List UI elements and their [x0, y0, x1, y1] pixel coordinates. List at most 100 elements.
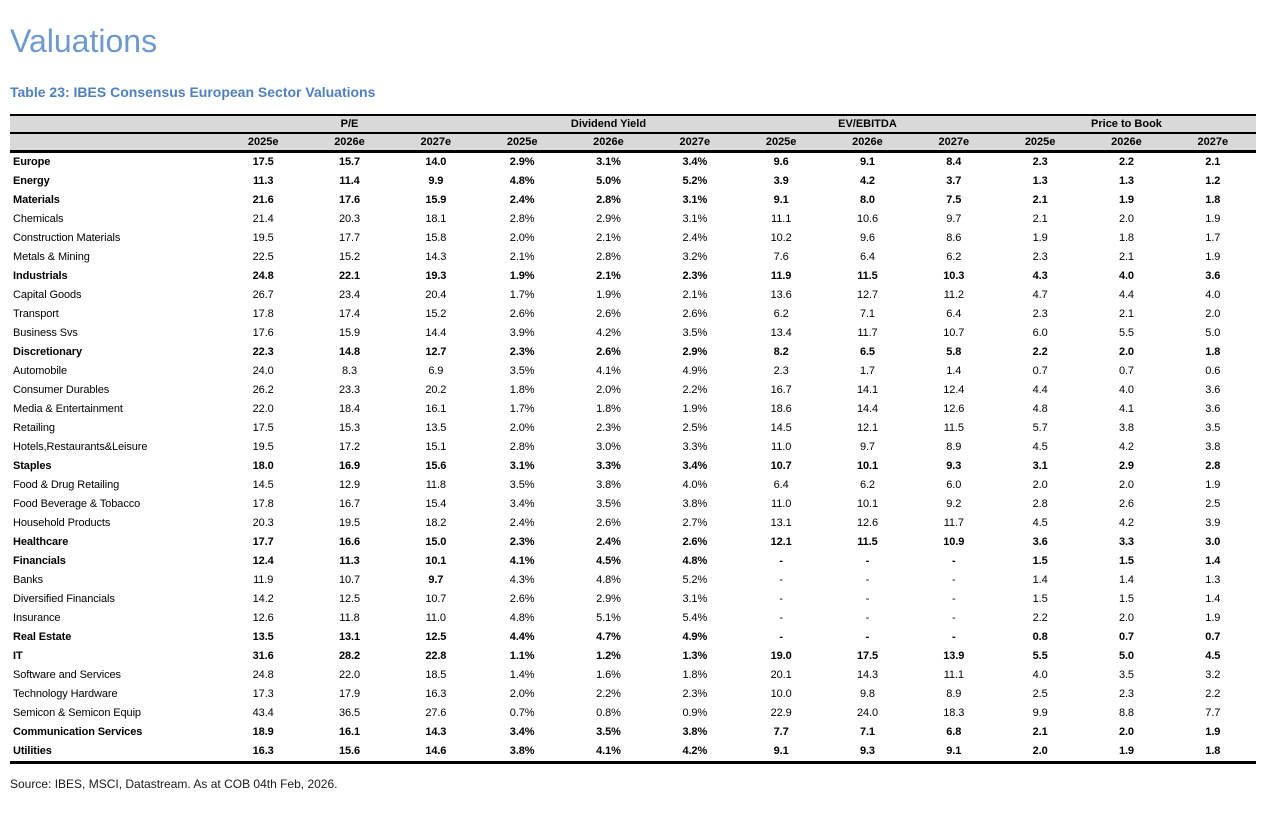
value-cell: 3.8	[1118, 422, 1134, 434]
value-cell: 1.9	[1205, 726, 1221, 738]
sector-label: IT	[13, 650, 23, 662]
value-cell: 1.7	[1205, 232, 1221, 244]
value-cell: 5.2%	[682, 175, 708, 187]
value-cell: 2.2	[1032, 612, 1048, 624]
year-header: 2025e	[478, 133, 566, 153]
value-cell: 2.9	[1118, 460, 1134, 472]
value-cell: 4.8%	[682, 555, 708, 567]
value-cell: 28.2	[338, 650, 360, 662]
value-cell: 4.7	[1032, 289, 1048, 301]
value-cell: 1.8	[1205, 346, 1221, 358]
value-cell: 18.5	[425, 669, 447, 681]
value-cell: 2.1	[1118, 308, 1134, 320]
value-cell: 2.9%	[509, 156, 535, 168]
value-cell: 11.2	[943, 289, 964, 301]
value-cell: 2.0	[1118, 213, 1134, 225]
value-cell: 14.5	[252, 479, 274, 491]
table-row: Capital Goods 26.7 23.4 20.4 1.7% 1.9% 2.1% 13.…	[10, 286, 1256, 305]
group-header-price-to-book: Price to Book	[996, 115, 1256, 134]
value-cell: 7.5	[946, 194, 962, 206]
value-cell: 10.7	[770, 460, 792, 472]
value-cell: 24.8	[252, 669, 274, 681]
table-row: Retailing 17.5 15.3 13.5 2.0% 2.3% 2.5% 14.5 12.…	[10, 419, 1256, 438]
value-cell: 15.1	[425, 441, 447, 453]
value-cell: 3.9	[1205, 517, 1221, 529]
value-cell: 9.7	[859, 441, 875, 453]
value-cell: 3.5%	[509, 365, 535, 377]
value-cell: 17.6	[338, 194, 360, 206]
value-cell: 4.5	[1032, 441, 1048, 453]
table-row: Banks 11.9 10.7 9.7 4.3% 4.8% 5.2% - - - 1.4 1.4 1.3	[10, 571, 1256, 590]
table-row: Household Products 20.3 19.5 18.2 2.4% 2.6% 2.…	[10, 514, 1256, 533]
value-cell: 4.9%	[682, 365, 708, 377]
value-cell: 14.1	[856, 384, 878, 396]
value-cell: 18.6	[770, 403, 792, 415]
sector-label: Industrials	[13, 270, 68, 282]
value-cell: 15.6	[338, 745, 360, 757]
value-cell: 15.2	[338, 251, 360, 263]
table-row: Media & Entertainment 22.0 18.4 16.1 1.7% 1.8…	[10, 400, 1256, 419]
value-cell: 2.8	[1205, 460, 1221, 472]
table-row: Automobile 24.0 8.3 6.9 3.5% 4.1% 4.9% 2.3 1.7 1.…	[10, 362, 1256, 381]
value-cell: 3.8%	[596, 479, 621, 491]
value-cell: 24.8	[252, 270, 274, 282]
value-cell: 4.2	[1118, 517, 1134, 529]
value-cell: 19.5	[338, 517, 360, 529]
value-cell: 10.6	[856, 213, 878, 225]
value-cell: 4.1%	[509, 555, 535, 567]
table-row: Food & Drug Retailing 14.5 12.9 11.8 3.5% 3.8…	[10, 476, 1256, 495]
table-row: Metals & Mining 22.5 15.2 14.3 2.1% 2.8% 3.2% 7…	[10, 248, 1256, 267]
value-cell: 6.2	[773, 308, 789, 320]
value-cell: 2.2%	[682, 384, 708, 396]
value-cell: 2.9%	[596, 593, 621, 605]
sector-label: Europe	[13, 156, 51, 168]
value-cell: -	[779, 631, 783, 643]
value-cell: 3.5%	[596, 498, 621, 510]
value-cell: 11.7	[943, 517, 964, 529]
table-row: Staples 18.0 16.9 15.6 3.1% 3.3% 3.4% 10.7 10.1 9…	[10, 457, 1256, 476]
value-cell: 2.4%	[596, 536, 621, 548]
value-cell: -	[779, 555, 783, 567]
value-cell: 18.4	[338, 403, 360, 415]
value-cell: 3.9	[773, 175, 789, 187]
value-cell: 0.7	[1118, 365, 1134, 377]
value-cell: 17.8	[252, 498, 274, 510]
value-cell: 4.8%	[596, 574, 621, 586]
value-cell: 4.4	[1032, 384, 1048, 396]
value-cell: 3.6	[1032, 536, 1048, 548]
table-row: Food Beverage & Tobacco 17.8 16.7 15.4 3.4% 3…	[10, 495, 1256, 514]
value-cell: 12.1	[856, 422, 878, 434]
table-body: Europe 17.5 15.7 14.0 2.9% 3.1% 3.4% 9.6 9.1 8.4 2…	[10, 152, 1256, 763]
value-cell: 2.8%	[509, 441, 535, 453]
value-cell: 2.1%	[682, 289, 708, 301]
value-cell: -	[865, 631, 870, 643]
value-cell: 0.7	[1205, 631, 1221, 643]
table-row: Software and Services 24.8 22.0 18.5 1.4% 1.6…	[10, 666, 1256, 685]
value-cell: 3.6	[1205, 403, 1221, 415]
value-cell: 1.8	[1205, 194, 1221, 206]
value-cell: 22.5	[252, 251, 274, 263]
value-cell: 10.7	[338, 574, 360, 586]
value-cell: 12.4	[943, 384, 965, 396]
value-cell: 3.7	[946, 175, 962, 187]
value-cell: 16.6	[338, 536, 360, 548]
value-cell: -	[779, 612, 783, 624]
value-cell: 4.2%	[596, 327, 621, 339]
value-cell: 8.8	[1118, 707, 1134, 719]
value-cell: 18.0	[252, 460, 274, 472]
value-cell: 1.2	[1205, 175, 1221, 187]
value-cell: 14.3	[856, 669, 878, 681]
value-cell: 0.7	[1032, 365, 1048, 377]
value-cell: 1.4	[1205, 555, 1221, 567]
value-cell: 36.5	[338, 707, 360, 719]
group-header-pe: P/E	[220, 115, 479, 134]
value-cell: 2.1	[1032, 194, 1048, 206]
table-row: Healthcare 17.7 16.6 15.0 2.3% 2.4% 2.6% 12.1 11…	[10, 533, 1256, 552]
sector-label: Energy	[13, 175, 50, 187]
value-cell: 3.5%	[682, 327, 708, 339]
value-cell: 12.7	[856, 289, 878, 301]
value-cell: 20.2	[425, 384, 447, 396]
value-cell: 2.1	[1032, 726, 1048, 738]
value-cell: 2.1%	[596, 232, 621, 244]
value-cell: -	[865, 612, 870, 624]
